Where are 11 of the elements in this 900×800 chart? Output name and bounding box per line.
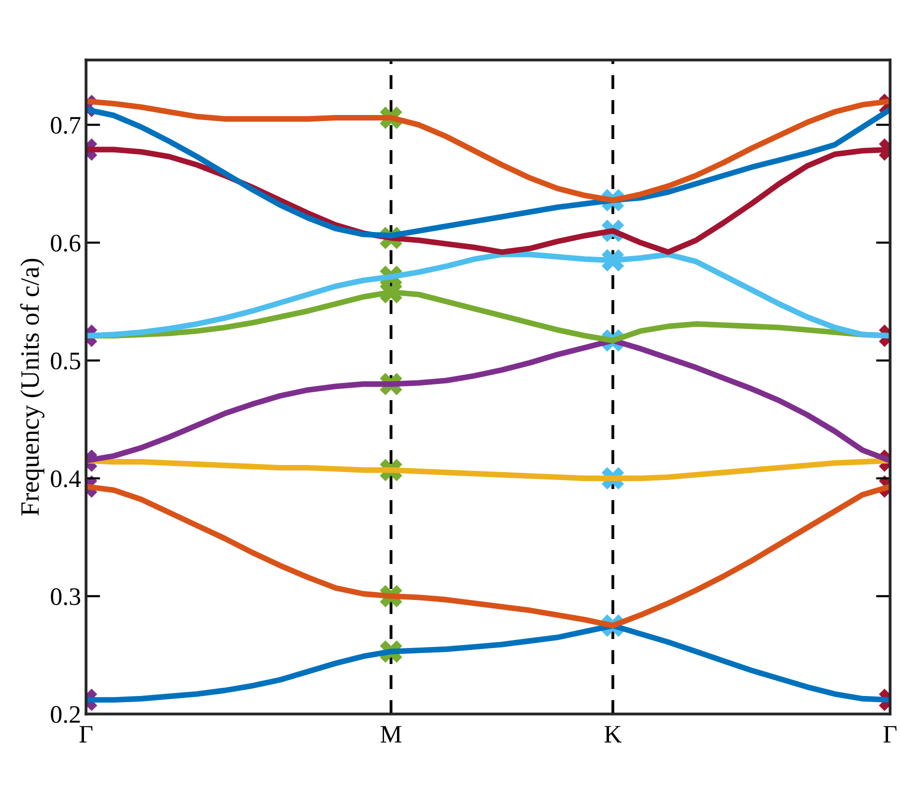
- x-tick-label: K: [604, 726, 622, 742]
- x-tick-label: Γ: [80, 726, 92, 742]
- y-tick-label: 0.6: [50, 234, 80, 252]
- y-tick-label: 0.5: [50, 352, 80, 370]
- x-tick-label: Γ: [884, 726, 897, 742]
- y-tick-label: 0.7: [50, 116, 80, 134]
- y-axis-title: Frequency (Units of c/a): [20, 258, 44, 516]
- y-tick-label: 0.2: [50, 706, 80, 724]
- y-tick-label: 0.4: [50, 470, 81, 488]
- x-tick-label: M: [380, 726, 402, 742]
- y-tick-label: 0.3: [50, 588, 80, 606]
